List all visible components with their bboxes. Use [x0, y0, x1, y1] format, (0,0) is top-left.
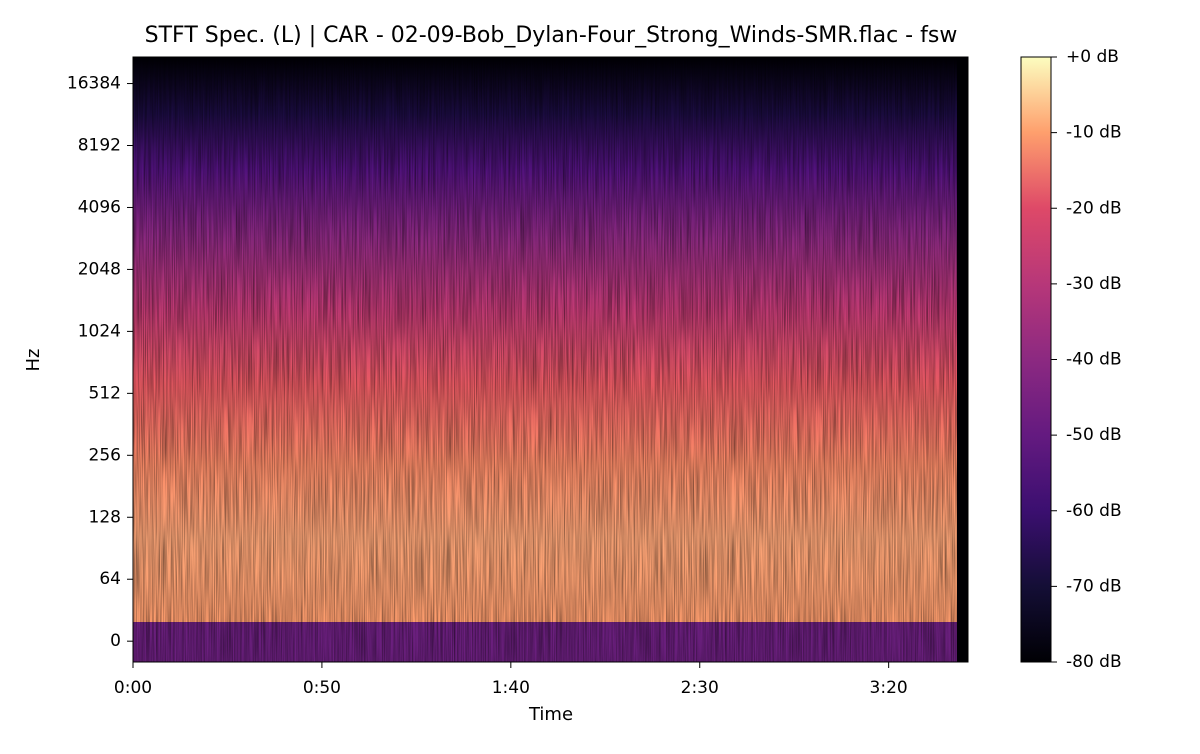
colorbar-tick-label: -70 dB — [1066, 576, 1122, 596]
x-tick-label: 1:40 — [492, 678, 530, 698]
plot-area — [133, 57, 968, 662]
spectrogram-texture — [133, 57, 957, 662]
y-tick-label: 512 — [89, 383, 121, 403]
x-tick-label: 0:50 — [303, 678, 341, 698]
y-axis-label: Hz — [23, 349, 44, 372]
colorbar-tick-label: +0 dB — [1066, 47, 1119, 67]
colorbar-tick-label: -20 dB — [1066, 198, 1122, 218]
x-tick-label: 2:30 — [681, 678, 719, 698]
plot-frame — [132, 56, 969, 663]
colorbar-tick-label: -10 dB — [1066, 123, 1122, 143]
y-tick-label: 1024 — [78, 321, 121, 341]
x-axis-label: Time — [528, 704, 573, 725]
y-tick-label: 128 — [89, 507, 121, 527]
y-tick-label: 4096 — [78, 197, 121, 217]
x-tick-label: 0:00 — [114, 678, 152, 698]
y-tick-label: 0 — [110, 631, 121, 651]
y-tick-label: 64 — [99, 569, 121, 589]
x-tick-label: 3:20 — [870, 678, 908, 698]
y-tick-label: 8192 — [78, 136, 121, 156]
chart-title: STFT Spec. (L) | CAR - 02-09-Bob_Dylan-F… — [145, 23, 958, 48]
colorbar-tick-label: -50 dB — [1066, 425, 1122, 445]
colorbar-tick-label: -40 dB — [1066, 350, 1122, 370]
colorbar-tick-label: -30 dB — [1066, 274, 1122, 294]
colorbar-tick-label: -60 dB — [1066, 501, 1122, 521]
colorbar — [1020, 56, 1052, 663]
y-tick-label: 16384 — [67, 74, 121, 94]
y-tick-label: 2048 — [78, 259, 121, 279]
y-tick-label: 256 — [89, 445, 121, 465]
colorbar-tick-label: -80 dB — [1066, 652, 1122, 672]
